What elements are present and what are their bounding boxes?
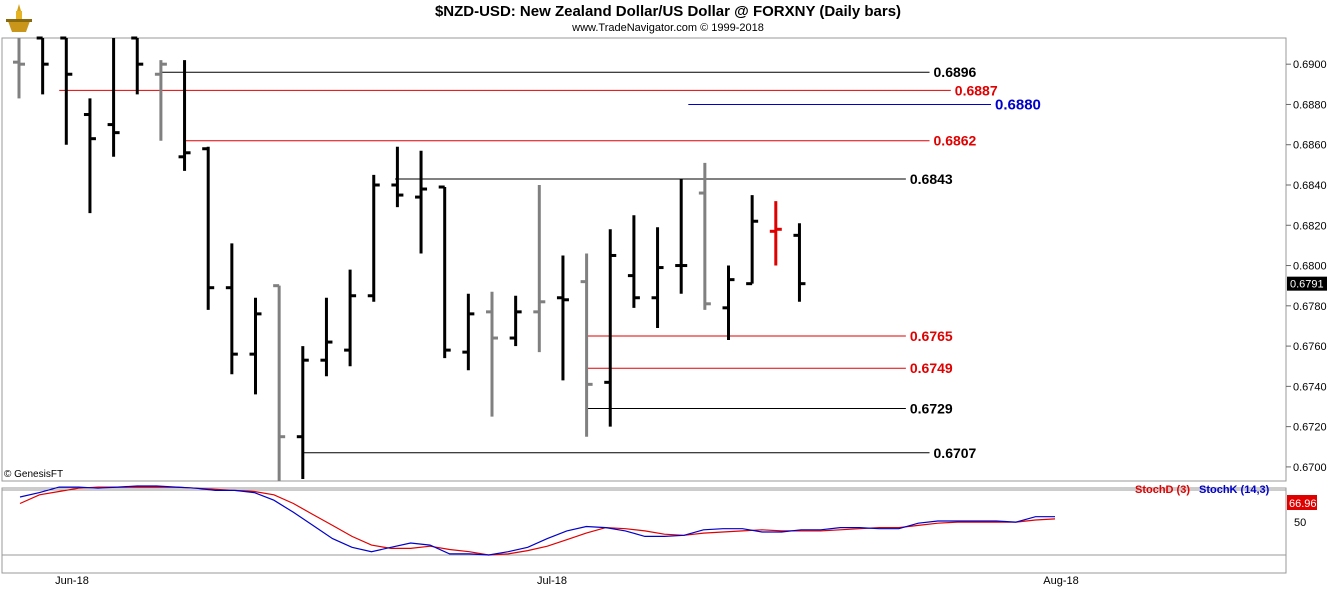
stochastic-panel: StochD (3) StochK (14,3) 66.96 50 — [2, 484, 1317, 556]
price-level-label: 0.6887 — [955, 82, 998, 98]
stoch-value-badge — [1287, 495, 1317, 510]
chart-subtitle: www.TradeNavigator.com © 1999-2018 — [572, 22, 764, 34]
price-tick-label: 0.6880 — [1293, 99, 1327, 111]
stoch-k-line — [19, 485, 1055, 556]
ohlc-bar — [249, 297, 262, 395]
ohlc-bar — [604, 229, 617, 427]
price-level-label: 0.6765 — [910, 328, 953, 344]
ohlc-bar — [320, 297, 333, 377]
genesis-copyright: © GenesisFT — [4, 469, 64, 480]
price-tick-label: 0.6800 — [1293, 261, 1327, 273]
ohlc-bar — [698, 162, 711, 310]
last-price-badge — [1287, 276, 1327, 291]
price-axis: 0.6900 0.6880 0.6860 0.6840 0.6820 0.6800 0.67… — [1286, 59, 1327, 474]
price-level-label: 0.6880 — [995, 96, 1041, 113]
ohlc-bar — [60, 36, 73, 145]
price-level-label: 0.6862 — [934, 133, 977, 149]
trade-navigator-logo — [6, 4, 32, 32]
price-tick-label: 0.6840 — [1293, 180, 1327, 192]
price-plot-frame — [1, 37, 1287, 482]
ohlc-bar — [296, 346, 309, 479]
ohlc-bar — [273, 284, 286, 481]
ohlc-bar — [178, 60, 191, 171]
ohlc-bar — [556, 255, 569, 381]
ohlc-bar — [154, 60, 167, 141]
ohlc-bar — [438, 185, 451, 359]
ohlc-bar — [533, 184, 546, 353]
ohlc-bars — [13, 36, 806, 481]
ohlc-bar — [107, 38, 120, 157]
ohlc-bar — [722, 265, 735, 341]
ohlc-bar — [202, 146, 215, 310]
ohlc-bar — [83, 98, 96, 214]
ohlc-bar — [415, 150, 428, 254]
ohlc-bar — [225, 243, 238, 375]
ohlc-bar — [651, 227, 664, 328]
ohlc-bar — [627, 215, 640, 308]
stoch-value-label: 66.96 — [1289, 498, 1317, 510]
ohlc-bar — [746, 195, 759, 286]
ohlc-bar — [793, 223, 806, 302]
chart-title: $NZD-USD: New Zealand Dollar/US Dollar @… — [434, 3, 902, 20]
ohlc-bar — [391, 146, 404, 208]
stoch-k-legend: StochK (14,3) — [1199, 484, 1270, 496]
ohlc-bar — [13, 38, 25, 99]
ohlc-bar — [36, 36, 49, 95]
ohlc-bar — [769, 201, 782, 266]
price-level-label: 0.6749 — [910, 360, 953, 376]
ohlc-bar — [509, 295, 522, 347]
date-axis-label: Jun-18 — [55, 575, 89, 587]
stoch-plot-frame — [1, 487, 1287, 574]
date-axis: Jun-18 Jul-18 Aug-18 — [55, 575, 1079, 587]
date-axis-label: Aug-18 — [1043, 575, 1078, 587]
price-tick-label: 0.6700 — [1293, 462, 1327, 474]
stoch-d-legend: StochD (3) — [1135, 484, 1190, 496]
price-level-label: 0.6729 — [910, 401, 953, 417]
ohlc-bar — [344, 269, 357, 367]
ohlc-bar — [367, 174, 380, 302]
stoch-axis-label: 50 — [1294, 517, 1306, 529]
stoch-d-line — [19, 486, 1056, 556]
price-level-label: 0.6707 — [934, 445, 977, 461]
price-tick-label: 0.6760 — [1293, 341, 1327, 353]
last-price-label: 0.6791 — [1290, 279, 1324, 291]
price-tick-label: 0.6820 — [1293, 220, 1327, 232]
price-tick-label: 0.6900 — [1293, 59, 1327, 71]
price-tick-label: 0.6720 — [1293, 422, 1327, 434]
ohlc-bar — [131, 36, 144, 95]
price-level-label: 0.6896 — [934, 64, 977, 80]
date-axis-label: Jul-18 — [537, 575, 567, 587]
price-level-label: 0.6843 — [910, 171, 953, 187]
price-tick-label: 0.6780 — [1293, 301, 1327, 313]
price-tick-label: 0.6740 — [1293, 381, 1327, 393]
ohlc-bar — [462, 293, 475, 371]
price-tick-label: 0.6860 — [1293, 140, 1327, 152]
ohlc-bar — [486, 291, 498, 417]
ohlc-bar — [675, 178, 688, 294]
ohlc-bar — [580, 253, 593, 437]
